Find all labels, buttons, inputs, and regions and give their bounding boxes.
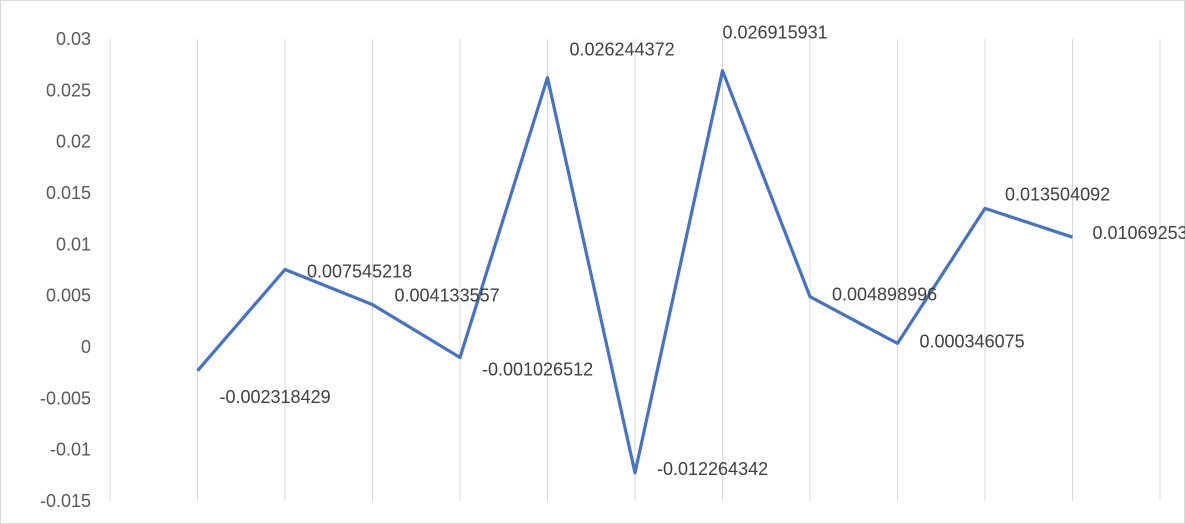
data-label: 0.013504092 (1005, 184, 1110, 204)
y-tick-label: -0.015 (40, 491, 91, 511)
data-label: -0.012264342 (657, 459, 768, 479)
data-label: 0.004133557 (395, 286, 500, 306)
data-label: -0.002318429 (220, 387, 331, 407)
y-tick-label: 0.015 (46, 183, 91, 203)
data-label: 0.026915931 (723, 23, 828, 43)
data-label: 0.010692531 (1093, 223, 1185, 243)
y-tick-label: -0.005 (40, 388, 91, 408)
y-tick-label: -0.01 (50, 440, 91, 460)
y-tick-label: 0.03 (56, 29, 91, 49)
data-label: 0.026244372 (570, 40, 675, 60)
y-tick-label: 0.01 (56, 234, 91, 254)
data-labels: -0.002318429 0.007545218 0.004133557 -0.001… (220, 23, 1185, 479)
y-tick-label: 0.02 (56, 132, 91, 152)
gridlines (110, 39, 1160, 501)
data-label: 0.007545218 (307, 262, 412, 282)
y-axis-ticks: 0.03 0.025 0.02 0.015 0.01 0.005 0 -0.005 -0.01 -… (40, 29, 91, 511)
y-tick-label: 0.005 (46, 286, 91, 306)
data-label: 0.004898996 (832, 285, 937, 305)
data-label: -0.001026512 (482, 360, 593, 380)
data-label: 0.000346075 (920, 331, 1025, 351)
y-tick-label: 0 (81, 337, 91, 357)
y-tick-label: 0.025 (46, 80, 91, 100)
